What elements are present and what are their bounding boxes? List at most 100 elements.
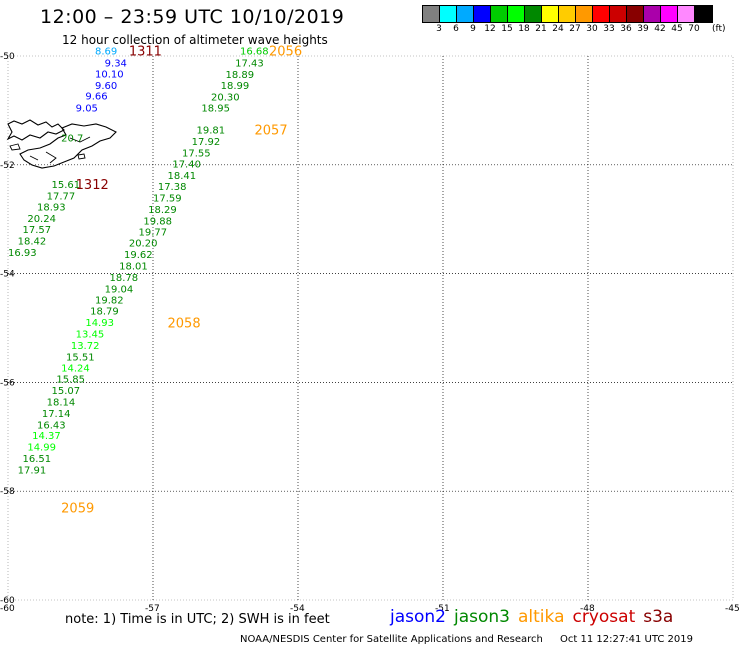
credit-line: NOAA/NESDIS Center for Satellite Applica… (240, 634, 693, 645)
swh-value: 18.95 (201, 104, 230, 115)
swh-value: 17.59 (153, 193, 182, 204)
color-swatch (457, 6, 474, 22)
swh-value: 8.69 (95, 47, 117, 58)
color-swatch (576, 6, 593, 22)
color-scale-label: 36 (620, 24, 632, 34)
color-swatch (627, 6, 644, 22)
legend-item-cryosat: cryosat (572, 607, 636, 627)
color-swatch (440, 6, 457, 22)
map-grid: -60 -57 -54 -51 -48 -45 -50 -52 -54 -56 -58 -60 (0, 52, 740, 614)
pass-number: 2056 (269, 45, 302, 60)
swh-value: 19.82 (95, 296, 124, 307)
color-scale-label: 9 (470, 24, 476, 34)
color-swatch (508, 6, 525, 22)
color-scale-label: 21 (535, 24, 547, 34)
swh-value: 19.04 (105, 284, 134, 295)
swh-value: 14.37 (32, 431, 61, 442)
swh-value: 20.7 (61, 134, 83, 145)
pass-number: 1312 (76, 178, 109, 193)
swh-value: 17.77 (47, 191, 76, 202)
swh-value: 17.14 (42, 409, 71, 420)
swh-value: 18.79 (90, 307, 119, 318)
swh-value: 14.99 (27, 443, 56, 454)
color-scale-label: 70 (688, 24, 700, 34)
swh-value: 18.01 (119, 261, 148, 272)
color-swatch (491, 6, 508, 22)
color-swatch (474, 6, 491, 22)
color-swatch (695, 6, 712, 22)
swh-value: 18.99 (221, 81, 250, 92)
lon-tick-label: -45 (725, 604, 740, 614)
swh-value: 18.29 (148, 205, 177, 216)
observation-values: 8.699.3410.109.609.669.0520.715.6117.771… (8, 47, 269, 477)
lon-tick-label: -48 (580, 604, 595, 614)
color-scale-label: 27 (569, 24, 581, 34)
pass-number: 2058 (168, 317, 201, 332)
color-scale-label: 30 (586, 24, 598, 34)
lat-tick-label: -56 (0, 378, 15, 388)
color-swatch (610, 6, 627, 22)
color-scale-label: 42 (654, 24, 666, 34)
swh-value: 9.66 (85, 92, 107, 103)
color-swatch (644, 6, 661, 22)
swh-value: 14.93 (85, 318, 114, 329)
swh-value: 18.42 (18, 236, 47, 247)
page-title: 12:00 – 23:59 UTC 10/10/2019 (40, 6, 345, 28)
coastline-east-falkland (19, 123, 117, 169)
swh-value: 9.60 (95, 81, 117, 92)
color-scale-label: 45 (671, 24, 683, 34)
coastline-small-island-2 (77, 153, 86, 160)
lon-tick-label: -60 (0, 604, 15, 614)
swh-value: 9.34 (105, 59, 127, 70)
legend-item-jason2: jason2 (390, 607, 446, 627)
swh-value: 13.72 (71, 341, 100, 352)
swh-value: 19.62 (124, 250, 153, 261)
map-frame (7, 55, 734, 601)
lat-tick-label: -54 (0, 270, 15, 280)
color-swatch (678, 6, 695, 22)
lon-tick-label: -51 (435, 604, 450, 614)
color-scale-bar (422, 5, 713, 23)
color-swatch (525, 6, 542, 22)
swh-value: 13.45 (76, 329, 105, 340)
swh-value: 19.77 (139, 228, 168, 239)
color-scale-unit: (ft) (712, 24, 726, 34)
swh-value: 17.91 (18, 465, 47, 476)
color-scale-label: 33 (603, 24, 615, 34)
pass-number: 1311 (129, 45, 162, 60)
pass-number: 2057 (255, 123, 288, 138)
color-swatch (593, 6, 610, 22)
swh-value: 9.05 (76, 104, 98, 115)
swh-value: 18.41 (168, 171, 197, 182)
coastline-west-falkland (6, 119, 65, 141)
swh-value: 19.88 (143, 216, 172, 227)
falkland-islands-coastline (6, 119, 117, 169)
swh-value: 20.30 (211, 92, 240, 103)
swh-value: 17.43 (235, 59, 264, 70)
lat-tick-label: -50 (0, 52, 15, 62)
swh-value: 10.10 (95, 69, 124, 80)
swh-value: 20.20 (129, 239, 158, 250)
color-scale-label: 39 (637, 24, 649, 34)
lat-tick-label: -52 (0, 161, 15, 171)
page-subtitle: 12 hour collection of altimeter wave hei… (62, 33, 328, 47)
swh-value: 17.38 (158, 182, 187, 193)
swh-value: 15.85 (56, 375, 85, 386)
legend-item-altika: altika (518, 607, 565, 627)
color-scale-label: 15 (501, 24, 513, 34)
satellite-legend: jason2 jason3 altika cryosat s3a (390, 607, 681, 627)
color-scale-label: 6 (453, 24, 459, 34)
swh-value: 15.61 (52, 180, 81, 191)
color-scale-label: 12 (484, 24, 496, 34)
color-scale-label: 18 (518, 24, 530, 34)
generated-timestamp: Oct 11 12:27:41 UTC 2019 (560, 634, 693, 645)
color-swatch (423, 6, 440, 22)
coastline-inlets (29, 136, 91, 164)
color-swatch (661, 6, 678, 22)
color-swatch (542, 6, 559, 22)
swh-value: 17.40 (172, 160, 201, 171)
coastline-small-island-1 (9, 143, 21, 151)
lat-tick-label: -58 (0, 487, 15, 497)
